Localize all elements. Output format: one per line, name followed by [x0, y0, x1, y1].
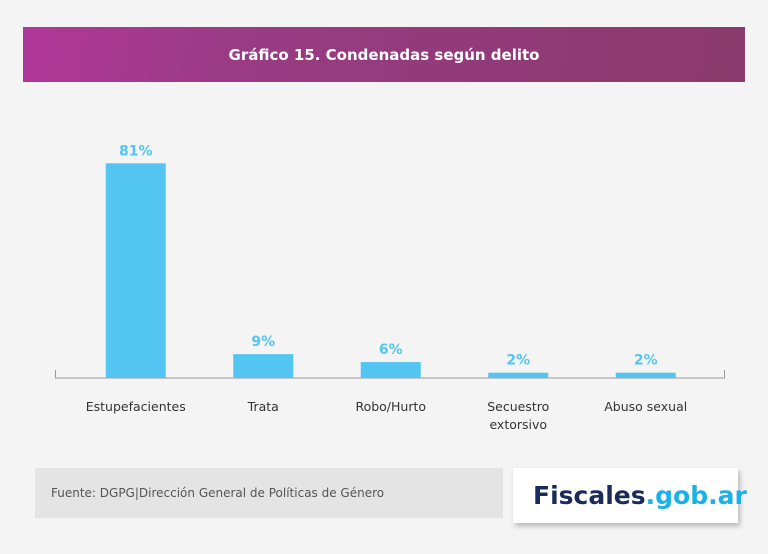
bar	[488, 372, 549, 378]
bar	[360, 362, 421, 378]
bar	[233, 354, 294, 378]
bar	[105, 163, 166, 378]
value-label: 81%	[119, 143, 153, 159]
value-label: 6%	[379, 342, 403, 358]
logo-name: Fiscales	[533, 481, 646, 510]
value-label: 9%	[251, 334, 275, 350]
chart-title: Gráfico 15. Condenadas según delito	[23, 27, 745, 82]
bar	[615, 372, 676, 378]
value-label: 2%	[506, 353, 530, 369]
x-tick-label: Secuestro extorsivo	[487, 399, 550, 432]
x-tick-label: Trata	[247, 399, 279, 414]
x-tick-label: Estupefacientes	[85, 399, 186, 414]
value-label: 2%	[634, 353, 658, 369]
x-tick-label: Robo/Hurto	[355, 399, 427, 414]
source-note: Fuente: DGPG|Dirección General de Políti…	[35, 468, 503, 518]
logo: Fiscales .gob.ar	[513, 468, 747, 523]
x-tick-label: Abuso sexual	[604, 399, 688, 414]
logo-domain: .gob.ar	[645, 481, 747, 510]
